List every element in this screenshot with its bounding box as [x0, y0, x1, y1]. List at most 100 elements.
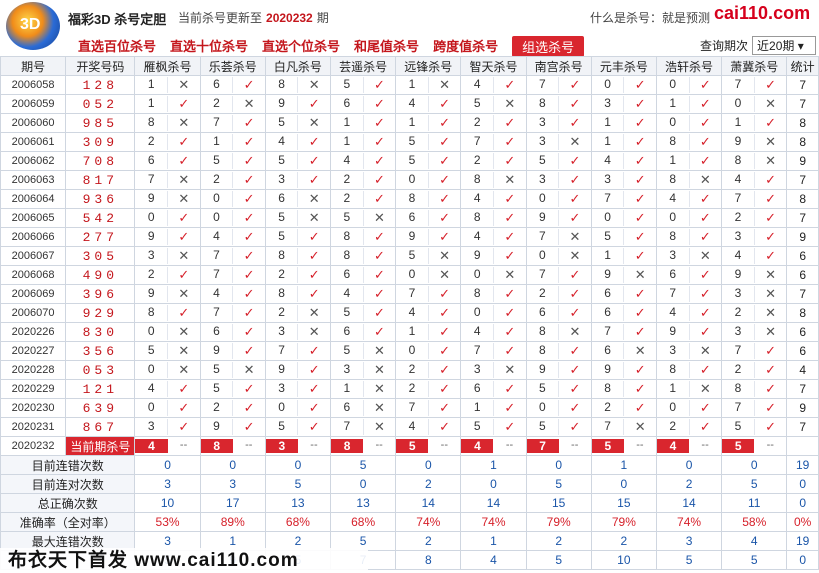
brand-logo[interactable]: cai110.com: [714, 3, 811, 23]
kill-cell: 8 ✓: [460, 208, 527, 228]
kill-number: 7: [527, 267, 560, 283]
nav-item[interactable]: 直选个位杀号: [262, 39, 341, 54]
kill-cell: 8 ✓: [655, 360, 723, 380]
kill-cell: 1 ✓: [395, 113, 462, 133]
kill-cell: 9 ✓: [264, 360, 332, 380]
kill-number: 8: [462, 172, 494, 188]
check-icon: ✓: [504, 381, 516, 396]
check-icon: ✓: [178, 419, 190, 434]
kill-number: 1: [592, 248, 625, 264]
row-issue: 2020227: [0, 341, 67, 361]
check-icon: ✓: [504, 324, 516, 339]
nav-item[interactable]: 直选十位杀号: [170, 39, 249, 54]
col-expert[interactable]: 萧冀杀号: [721, 56, 788, 76]
kill-number: 8: [657, 229, 690, 245]
kill-number: 5: [266, 229, 299, 245]
nav-item[interactable]: 和尾值杀号: [354, 39, 420, 54]
kill-number: 8: [136, 115, 169, 131]
update-prefix: 当前杀号更新至: [178, 11, 263, 25]
kill-number: 5: [201, 362, 234, 378]
summary-value: 2: [395, 531, 462, 551]
kill-number: 4: [723, 172, 755, 188]
row-total: 6: [786, 246, 819, 266]
summary-value: 89%: [199, 512, 266, 532]
row-issue: 2006068: [0, 265, 67, 285]
current-kill-cell: 4 --: [134, 436, 201, 456]
kill-cell: 9 ✓: [134, 227, 201, 247]
summary-value: 0: [460, 474, 527, 494]
cross-icon: ✕: [308, 210, 320, 225]
summary-value: 15: [525, 493, 592, 513]
check-icon: ✓: [765, 419, 776, 434]
kill-number: 2: [462, 153, 494, 169]
check-icon: ✓: [373, 153, 385, 168]
nav-item[interactable]: 直选百位杀号: [78, 39, 157, 54]
summary-value: 11: [721, 493, 788, 513]
summary-value: 5: [525, 474, 592, 494]
check-icon: ✓: [243, 172, 255, 187]
kill-number: 8: [332, 248, 364, 264]
kill-number: 6: [657, 267, 690, 283]
kill-cell: 3 ✓: [525, 113, 592, 133]
nav-item[interactable]: 组选杀号: [512, 36, 585, 57]
check-icon: ✓: [439, 229, 451, 244]
kill-number: 1: [332, 115, 364, 131]
current-kill-cell: 3 --: [264, 436, 332, 456]
col-expert[interactable]: 南宫杀号: [525, 56, 592, 76]
cross-icon: ✕: [178, 343, 190, 358]
col-expert[interactable]: 远锋杀号: [395, 56, 462, 76]
row-total: 7: [786, 94, 819, 114]
col-expert[interactable]: 雁枫杀号: [134, 56, 201, 76]
kill-number: 7: [136, 172, 169, 188]
check-icon: ✓: [373, 134, 385, 149]
kill-cell: 2 ✓: [330, 189, 397, 209]
check-icon: ✓: [439, 286, 451, 301]
col-expert[interactable]: 智天杀号: [460, 56, 527, 76]
check-icon: ✓: [634, 305, 646, 320]
check-icon: ✓: [243, 134, 255, 149]
kill-cell: 2 ✕: [199, 94, 266, 114]
kill-cell: 7 ✕: [525, 227, 592, 247]
current-kill-cell: 5 --: [721, 436, 788, 456]
kill-number: 9: [657, 324, 690, 340]
kill-cell: 6 ✓: [395, 208, 462, 228]
kill-number: 6: [332, 96, 364, 112]
kill-cell: 8 ✕: [460, 170, 527, 190]
current-kill-cell: 7 --: [525, 436, 592, 456]
kill-cell: 0 ✕: [395, 265, 462, 285]
row-draw: 396: [65, 284, 136, 304]
kill-number: 8: [723, 381, 755, 397]
col-expert[interactable]: 元丰杀号: [590, 56, 657, 76]
cross-icon: ✕: [178, 286, 190, 301]
kill-cell: 6 ✓: [199, 322, 266, 342]
current-kill-cell: 4 --: [460, 436, 527, 456]
kill-number: 9: [266, 96, 299, 112]
kill-cell: 4 ✓: [199, 227, 266, 247]
logo-3d[interactable]: 3D: [6, 2, 60, 50]
nav-item[interactable]: 跨度值杀号: [433, 39, 499, 54]
summary-value: 58%: [721, 512, 788, 532]
check-icon: ✓: [569, 77, 581, 92]
col-expert[interactable]: 芸遥杀号: [330, 56, 397, 76]
kill-number: 4: [201, 286, 234, 302]
kill-number: 7: [397, 286, 429, 302]
kill-cell: 7 ✓: [199, 303, 266, 323]
kill-number: 5: [201, 381, 234, 397]
col-expert[interactable]: 乐荟杀号: [199, 56, 266, 76]
row-issue: 2020230: [0, 398, 67, 418]
row-issue: 2006066: [0, 227, 67, 247]
kill-cell: 7 ✓: [199, 265, 266, 285]
row-total: 9: [786, 398, 819, 418]
kill-number: 9: [592, 362, 625, 378]
kill-number: 6: [332, 267, 364, 283]
kill-cell: 8 ✕: [721, 151, 788, 171]
row-issue: 2006063: [0, 170, 67, 190]
period-select[interactable]: 近20期 ▾: [752, 36, 817, 55]
kill-cell: 2 ✓: [721, 208, 788, 228]
col-expert[interactable]: 浩轩杀号: [655, 56, 723, 76]
tagline-link[interactable]: 什么是杀号：就是预测: [590, 11, 711, 25]
col-expert[interactable]: 白凡杀号: [264, 56, 332, 76]
kill-cell: 0 ✓: [655, 113, 723, 133]
summary-value: 2: [525, 531, 592, 551]
kill-cell: 7 ✓: [721, 398, 788, 418]
